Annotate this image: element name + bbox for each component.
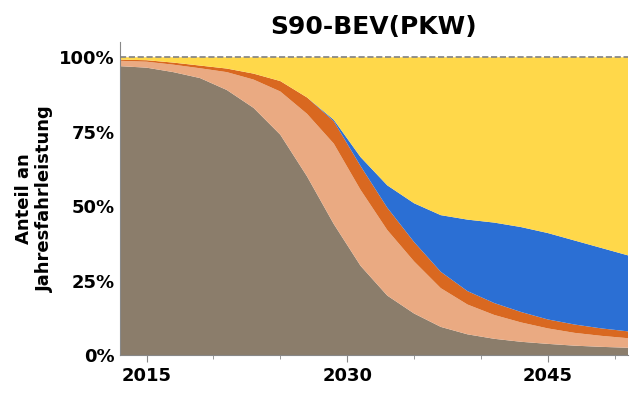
- Y-axis label: Anteil an
Jahresfahrleistung: Anteil an Jahresfahrleistung: [15, 105, 54, 292]
- Title: S90-BEV(PKW): S90-BEV(PKW): [271, 15, 477, 39]
